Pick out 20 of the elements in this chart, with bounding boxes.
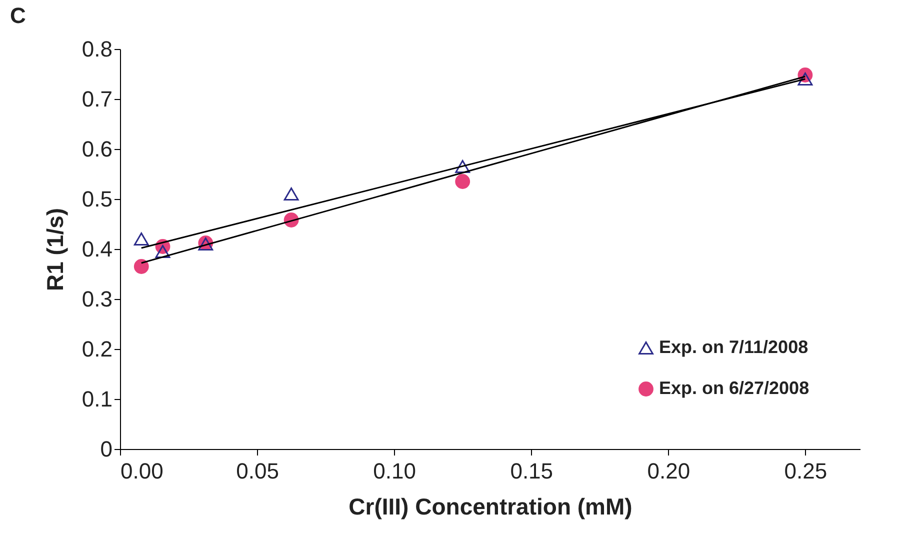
y-tick-label: 0 — [100, 436, 112, 462]
legend-label: Exp. on 6/27/2008 — [659, 378, 810, 398]
legend-label: Exp. on 7/11/2008 — [659, 337, 808, 357]
y-tick-label: 0.7 — [82, 86, 112, 112]
y-tick-label: 0.3 — [82, 286, 112, 312]
x-tick-label: 0.25 — [784, 458, 828, 484]
y-tick-label: 0.2 — [82, 336, 112, 362]
y-tick-label: 0.8 — [82, 36, 112, 62]
x-axis-title: Cr(III) Concentration (mM) — [348, 494, 632, 520]
x-tick-label: 0.20 — [647, 458, 690, 484]
x-tick-label: 0.10 — [373, 458, 416, 484]
y-tick-label: 0.5 — [82, 186, 112, 212]
y-tick-label: 0.1 — [82, 386, 112, 412]
y-tick-label: 0.6 — [82, 136, 112, 162]
y-tick-label: 0.4 — [82, 236, 112, 262]
x-tick-label: 0.15 — [510, 458, 554, 484]
x-tick-label: 0.05 — [236, 458, 279, 484]
y-axis-title: R1 (1/s) — [42, 208, 68, 292]
chart-title: C — [10, 3, 26, 28]
x-tick-label: 0.00 — [120, 458, 164, 484]
